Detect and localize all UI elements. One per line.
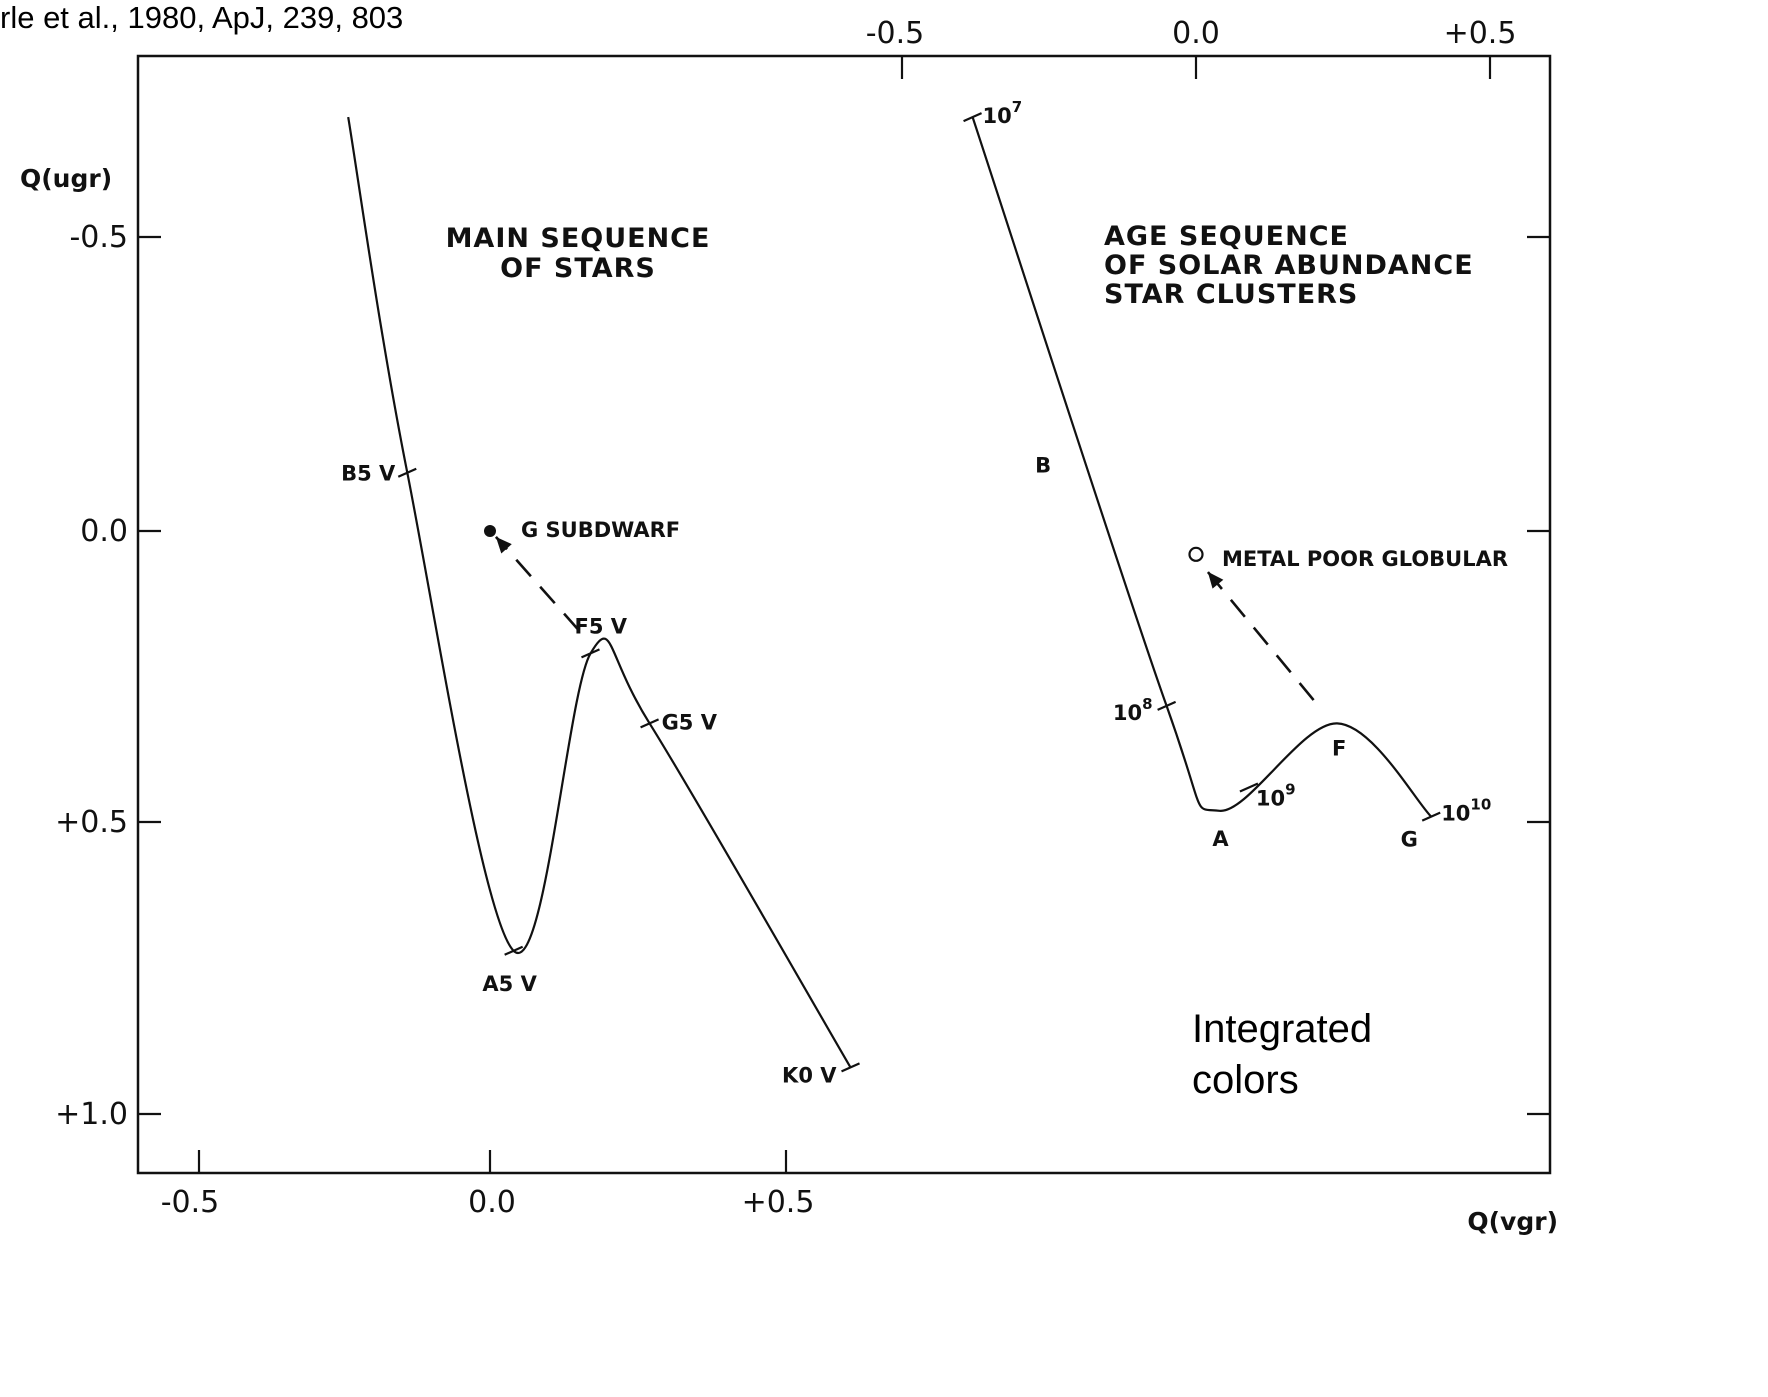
- panel-2-marker: B: [1035, 454, 1051, 478]
- marker-label: B: [1035, 454, 1051, 478]
- panel-1-solid-series: [347, 116, 852, 1068]
- curve-layer: [347, 116, 1432, 1068]
- marker-label: F5 V: [574, 614, 627, 638]
- marker-label: 108: [1113, 695, 1153, 725]
- x-axis-label: Q(vgr): [1467, 1207, 1558, 1236]
- panel-1-title-line: MAIN SEQUENCE: [446, 223, 711, 254]
- axis-ticks: [138, 56, 1550, 1173]
- marker-label: 109: [1256, 781, 1296, 811]
- bottom-tick-label: -0.5: [161, 1185, 220, 1220]
- panel-2-marker: 108: [1113, 695, 1177, 725]
- marker-label: A: [1212, 827, 1229, 851]
- marker-tick: [397, 467, 417, 478]
- panel-1-title-line: OF STARS: [500, 253, 656, 284]
- g-subdwarf-point: [484, 525, 496, 537]
- top-tick-label: -0.5: [866, 16, 925, 51]
- note-line: Integrated: [1192, 1007, 1372, 1051]
- marker-label: B5 V: [341, 462, 396, 486]
- note-line: colors: [1192, 1058, 1299, 1102]
- marker-tick: [640, 718, 660, 729]
- marker-tick: [1239, 782, 1259, 793]
- marker-label: A5 V: [482, 972, 537, 996]
- marker-label: G: [1401, 828, 1418, 852]
- top-tick-label: +0.5: [1444, 16, 1517, 51]
- panel-2-solid-series: [971, 116, 1432, 818]
- marker-label: F: [1332, 736, 1346, 760]
- left-tick-label: 0.0: [80, 514, 128, 549]
- panel-2-dashed-series: [1206, 570, 1315, 701]
- panel-2-marker: 107: [963, 98, 1023, 128]
- bottom-tick-label: 0.0: [468, 1185, 516, 1220]
- citation: rle et al., 1980, ApJ, 239, 803: [0, 0, 403, 35]
- panel-1-dashed-series: [494, 535, 580, 631]
- metal-poor-globular-point: [1188, 546, 1204, 562]
- panel-1-marker: F5 V: [574, 614, 628, 659]
- marker-label: 107: [983, 98, 1023, 128]
- marker-label: G5 V: [662, 710, 718, 734]
- panel-2-marker: A: [1212, 827, 1229, 851]
- marker-tick: [841, 1062, 860, 1073]
- y-axis-label: Q(ugr): [20, 164, 112, 193]
- panel-2-title-line: OF SOLAR ABUNDANCE: [1104, 250, 1474, 281]
- panel-2-marker: 1010: [1421, 796, 1491, 826]
- top-tick-label: 0.0: [1172, 16, 1220, 51]
- panel-2-title-line: AGE SEQUENCE: [1104, 221, 1349, 252]
- panel-2-marker: F: [1332, 736, 1346, 760]
- panel-1-marker: A5 V: [482, 945, 538, 996]
- panel-2-marker: G: [1401, 828, 1418, 852]
- marker-tick: [1157, 700, 1177, 711]
- marker-tick: [963, 112, 983, 123]
- marker-tick: [504, 945, 524, 956]
- g-subdwarf-label: G SUBDWARF: [521, 518, 680, 542]
- panel-1-marker: B5 V: [341, 462, 417, 486]
- left-tick-label: +0.5: [55, 805, 128, 840]
- left-tick-label: -0.5: [69, 220, 128, 255]
- panel-1-marker: G5 V: [640, 710, 718, 734]
- left-tick-label: +1.0: [55, 1097, 128, 1132]
- marker-label: K0 V: [782, 1063, 837, 1087]
- marker-tick: [1421, 811, 1441, 822]
- bottom-tick-label: +0.5: [742, 1185, 815, 1220]
- panel-1-marker: K0 V: [782, 1062, 860, 1087]
- plot-frame: [136, 54, 1552, 1175]
- marker-label: 1010: [1441, 796, 1491, 826]
- panel-2-title-line: STAR CLUSTERS: [1104, 279, 1358, 310]
- metal-poor-globular-label: METAL POOR GLOBULAR: [1222, 547, 1508, 571]
- marker-tick: [581, 648, 600, 659]
